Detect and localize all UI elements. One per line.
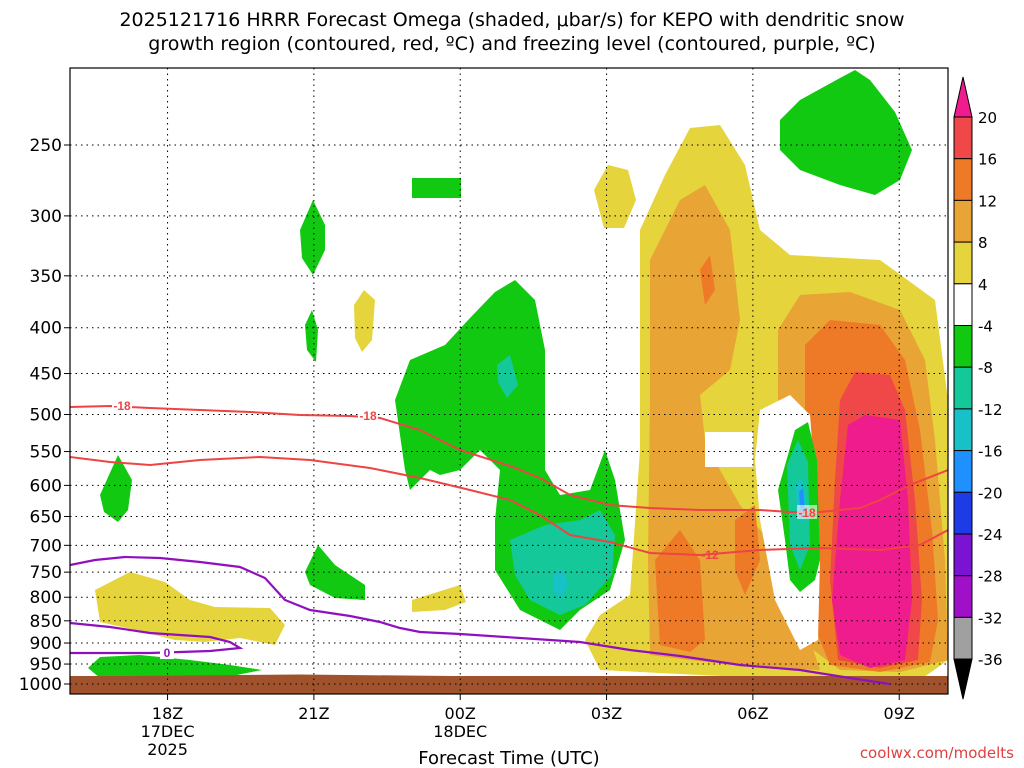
colorbar-label: 12 bbox=[978, 192, 997, 210]
contour-freezing-level bbox=[70, 555, 891, 686]
omega-orange bbox=[700, 255, 715, 305]
y-tick-label: 550 bbox=[30, 443, 62, 463]
colorbar-label: -16 bbox=[978, 443, 1003, 461]
colorbar-cap-bottom bbox=[953, 658, 973, 700]
colorbar-label: 8 bbox=[978, 234, 988, 252]
x-tick-label: 09Z bbox=[884, 704, 915, 723]
colorbar-swatch bbox=[953, 199, 973, 243]
y-axis: 2503003504004505005506006507007508008509… bbox=[19, 136, 70, 695]
colorbar-label: -36 bbox=[978, 651, 1003, 669]
chart-title-line2: growth region (contoured, red, ºC) and f… bbox=[148, 33, 876, 55]
omega-teal bbox=[510, 510, 615, 615]
contour-freezing-level-low bbox=[70, 621, 244, 655]
colorbar-label: 20 bbox=[978, 109, 997, 127]
colorbar-swatch bbox=[953, 325, 973, 368]
colorbar-swatch bbox=[953, 283, 973, 326]
y-tick-label: 800 bbox=[30, 588, 62, 608]
y-tick-label: 750 bbox=[30, 563, 62, 583]
omega-green bbox=[780, 70, 912, 195]
colorbar-swatch bbox=[953, 575, 973, 618]
colorbar-label: -12 bbox=[978, 401, 1003, 419]
credit-text: coolwx.com/modelts bbox=[859, 744, 1014, 762]
x-tick-label: 06Z bbox=[737, 704, 768, 723]
colorbar-label: -8 bbox=[978, 359, 993, 377]
omega-yellow-cell bbox=[354, 290, 375, 352]
x-axis-label: Forecast Time (UTC) bbox=[418, 748, 599, 768]
omega-green bbox=[88, 655, 262, 678]
omega-green bbox=[412, 178, 461, 198]
omega-shading bbox=[88, 70, 948, 680]
omega-teal bbox=[497, 355, 518, 398]
colorbar-label: -4 bbox=[978, 318, 993, 336]
x-tick-label: 00Z bbox=[445, 704, 476, 723]
x-tick-date: 17DEC bbox=[141, 722, 195, 741]
chart-title-line1: 2025121716 HRRR Forecast Omega (shaded, … bbox=[119, 9, 905, 31]
contour-label-dendritic-bottom: -12 bbox=[701, 548, 719, 562]
colorbar-swatch bbox=[953, 616, 973, 660]
colorbar-label: -24 bbox=[978, 526, 1003, 544]
y-tick-label: 950 bbox=[30, 655, 62, 675]
omega-yellow-cell bbox=[95, 572, 285, 645]
omega-green bbox=[305, 310, 318, 362]
colorbar-swatch bbox=[953, 533, 973, 577]
contour-dendritic-bottom bbox=[70, 455, 948, 557]
y-tick-label: 900 bbox=[30, 634, 62, 654]
y-tick-label: 500 bbox=[30, 406, 62, 426]
colorbar-label: 16 bbox=[978, 151, 997, 169]
contour-label-freezing: 0 bbox=[164, 646, 171, 660]
colorbar-swatch bbox=[953, 491, 973, 535]
plot-frame bbox=[69, 67, 949, 695]
x-tick-label: 18Z bbox=[152, 704, 183, 723]
omega-green bbox=[100, 455, 132, 522]
colorbar-label: -32 bbox=[978, 609, 1003, 627]
contour-label-dendritic-top: -18 bbox=[798, 506, 816, 520]
colorbar-label: 4 bbox=[978, 276, 988, 294]
colorbar-swatch bbox=[953, 158, 973, 201]
contour-dendritic-top bbox=[70, 404, 948, 513]
colorbar-label: -20 bbox=[978, 484, 1003, 502]
contour-label-dendritic-top: -18 bbox=[359, 409, 377, 423]
x-tick-year: 2025 bbox=[147, 740, 188, 759]
colorbar: 20 16 12 8 4 -4 -8 -12 -16 -20 -24 -28 -32 -36 bbox=[953, 76, 1003, 700]
y-tick-label: 700 bbox=[30, 536, 62, 556]
y-tick-label: 650 bbox=[30, 508, 62, 528]
omega-yellow-cell bbox=[594, 165, 636, 228]
y-tick-label: 300 bbox=[30, 207, 62, 227]
y-tick-label: 400 bbox=[30, 319, 62, 339]
colorbar-swatch bbox=[953, 241, 973, 285]
colorbar-swatch bbox=[953, 366, 973, 410]
y-tick-label: 250 bbox=[30, 136, 62, 156]
omega-white bbox=[705, 432, 753, 467]
x-tick-date: 18DEC bbox=[433, 722, 487, 741]
y-tick-label: 350 bbox=[30, 267, 62, 287]
y-tick-label: 600 bbox=[30, 476, 62, 496]
colorbar-swatch bbox=[953, 450, 973, 493]
omega-magenta bbox=[832, 415, 912, 668]
colorbar-label: -28 bbox=[978, 568, 1003, 586]
y-tick-label: 850 bbox=[30, 612, 62, 632]
x-tick-label: 21Z bbox=[298, 704, 329, 723]
y-tick-label: 1000 bbox=[19, 675, 62, 695]
omega-green bbox=[300, 200, 325, 275]
omega-yellow-cell bbox=[600, 605, 655, 650]
x-tick-label: 03Z bbox=[591, 704, 622, 723]
omega-cyan bbox=[553, 568, 568, 600]
omega-yellow-cell bbox=[412, 585, 466, 612]
omega-orange bbox=[655, 530, 705, 652]
ground-top bbox=[69, 674, 949, 684]
colorbar-swatch bbox=[953, 116, 973, 160]
colorbar-swatch bbox=[953, 408, 973, 452]
contour-label-dendritic-top: -18 bbox=[113, 399, 131, 413]
y-tick-label: 450 bbox=[30, 365, 62, 385]
colorbar-cap-top bbox=[953, 76, 973, 118]
